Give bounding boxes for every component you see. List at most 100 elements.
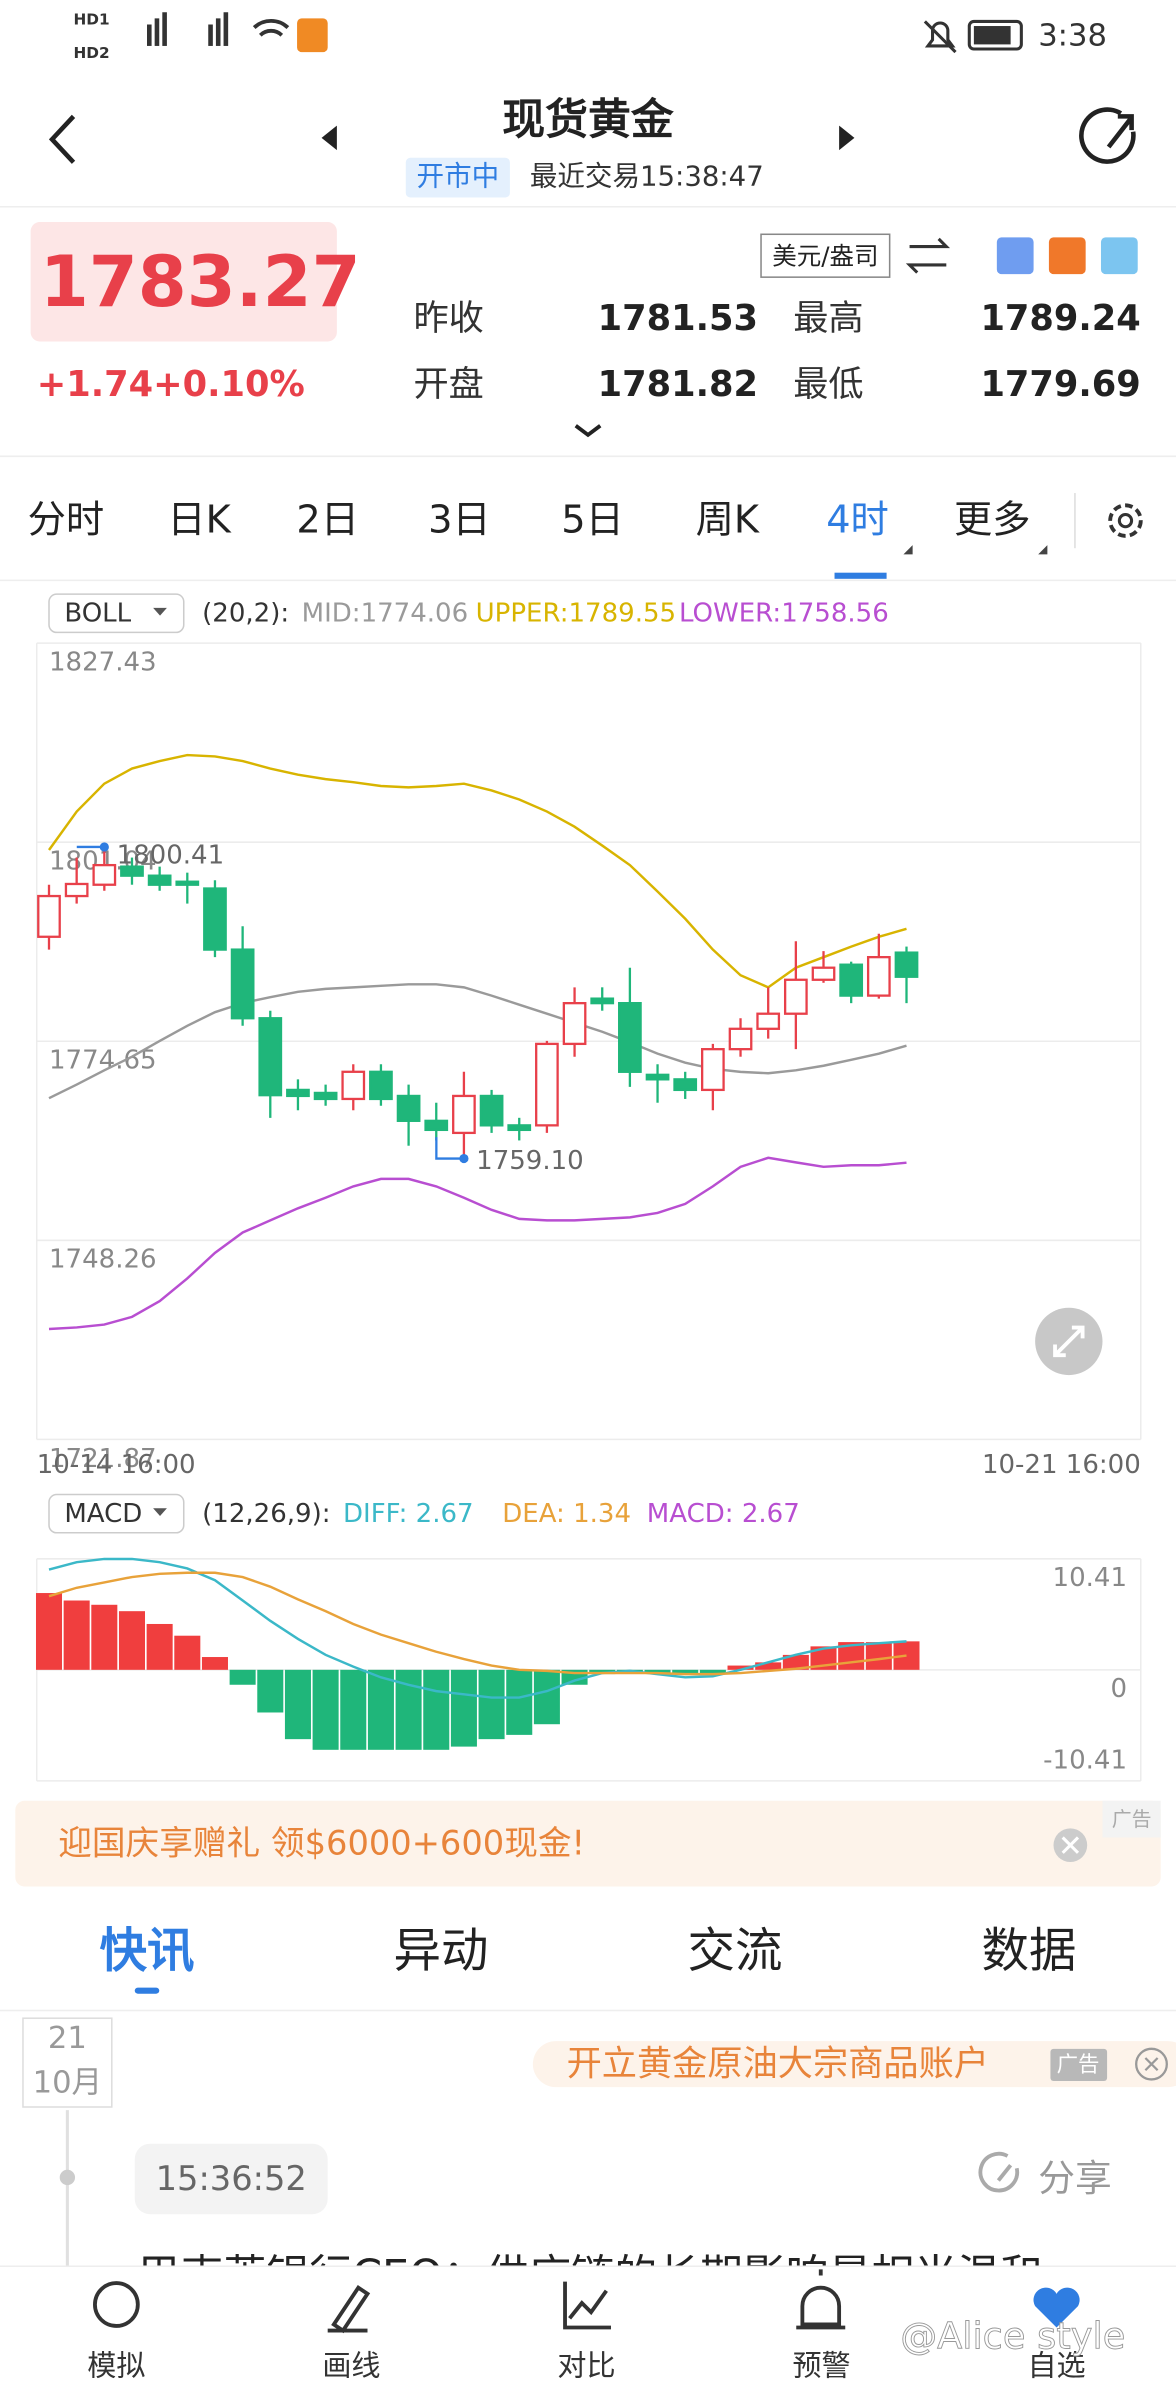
candle-body <box>203 887 227 951</box>
next-arrow[interactable] <box>839 125 855 151</box>
nav-label[interactable]: 自选 <box>1027 2348 1085 2382</box>
candle-body <box>562 1002 587 1046</box>
period-tab[interactable]: 分时 <box>28 498 105 543</box>
period-tab[interactable]: 2日 <box>296 498 359 543</box>
annotation: 1800.41 <box>117 841 225 871</box>
signal-icon <box>215 18 221 46</box>
news-day: 21 <box>48 2021 87 2056</box>
stat-value: 1781.82 <box>598 364 758 405</box>
signal-icon <box>147 24 152 46</box>
annotation-dot <box>99 842 109 852</box>
nav-icon <box>796 2269 846 2330</box>
annotation-leader <box>435 1137 464 1160</box>
prev-arrow[interactable] <box>321 125 337 151</box>
nav-icon <box>1033 2287 1080 2328</box>
tool-icon[interactable] <box>1100 237 1138 275</box>
refresh-button[interactable] <box>1079 107 1136 164</box>
period-tab[interactable]: 日K <box>167 498 231 543</box>
date-box <box>22 2017 113 2108</box>
back-button[interactable] <box>48 114 76 164</box>
wifi-icon <box>252 18 290 37</box>
fullscreen-button[interactable] <box>1035 1307 1103 1376</box>
period-tab[interactable]: 更多 <box>954 498 1031 543</box>
period-tab[interactable]: 4时 <box>826 498 889 543</box>
indicator-select[interactable] <box>48 593 185 634</box>
nav-label[interactable]: 预警 <box>792 2348 850 2382</box>
share-icon[interactable] <box>978 2151 1020 2193</box>
candle-body <box>756 1012 781 1030</box>
nav-label[interactable]: 对比 <box>557 2348 615 2382</box>
x-label: 10-21 16:00 <box>982 1450 1141 1480</box>
stat-label: 最高 <box>793 298 863 339</box>
candle-body <box>783 978 808 1015</box>
macd-bar <box>865 1642 892 1670</box>
indicator-params: (20,2): <box>202 599 289 629</box>
period-tab[interactable]: 周K <box>696 498 760 543</box>
tool-icon[interactable] <box>996 237 1034 275</box>
candle-body <box>341 1070 366 1101</box>
settings-icon <box>1117 512 1134 529</box>
swap-icon[interactable] <box>905 237 951 274</box>
candle-body <box>479 1094 504 1127</box>
period-tab[interactable]: 3日 <box>428 498 491 543</box>
change-pct: +0.10% <box>153 364 305 405</box>
legend-entry: UPPER:1789.55 <box>476 599 676 629</box>
candle-body <box>37 894 61 938</box>
stat-label: 最低 <box>793 364 863 405</box>
macd-bar <box>312 1669 339 1750</box>
news-tab[interactable]: 异动 <box>394 1924 489 1979</box>
tool-icon[interactable] <box>1048 237 1086 275</box>
share[interactable]: 分享 <box>1038 2157 1112 2200</box>
settings-button[interactable] <box>1108 503 1143 538</box>
stat-value: 1789.24 <box>980 298 1140 339</box>
candle-body <box>452 1094 476 1135</box>
indicator-line <box>48 1557 907 1699</box>
app-icon <box>297 18 328 53</box>
nav-label[interactable]: 模拟 <box>87 2348 145 2382</box>
nav-label[interactable]: 画线 <box>322 2348 380 2382</box>
macd-bar <box>423 1669 450 1750</box>
ad-banner[interactable] <box>15 1800 1161 1887</box>
indicator-line <box>48 753 907 989</box>
legend-entry: LOWER:1758.56 <box>679 599 889 629</box>
candle-body <box>507 1124 532 1132</box>
period-tabs: 分时 日K 2日 3日 5日 周K 4时 更多 <box>28 498 1048 579</box>
ad-tag-bg <box>1050 2048 1108 2081</box>
macd-bar <box>118 1611 145 1670</box>
macd-bar <box>727 1665 754 1670</box>
news-tab[interactable]: 交流 <box>688 1924 783 1979</box>
macd-bar <box>506 1669 533 1735</box>
candle-body <box>396 1094 421 1122</box>
period-tab[interactable]: 5日 <box>561 498 624 543</box>
macd-bar <box>533 1669 560 1725</box>
ad-close-icon <box>1061 1836 1080 1854</box>
indicator-name: MACD <box>64 1499 142 1529</box>
candle-body <box>728 1027 753 1051</box>
y-tick-label: 1721.87 <box>49 1444 157 1474</box>
ad-pill[interactable] <box>532 2041 1176 2088</box>
indicator-params: (12,26,9): <box>202 1499 330 1529</box>
price: 1783.27 <box>40 241 361 323</box>
news-tabs: 快讯 异动 交流 数据 <box>100 1924 1077 1979</box>
status-time: 3:38 <box>1038 18 1107 53</box>
page-title: 现货黄金 <box>502 95 674 145</box>
macd-bar <box>174 1635 201 1670</box>
candle-body <box>811 966 836 981</box>
signal-icon <box>208 24 213 46</box>
indicator-select[interactable] <box>48 1493 185 1534</box>
watermark: @Alice style <box>900 2315 1125 2358</box>
legend-entry: DEA: 1.34 <box>502 1499 631 1529</box>
unit-box[interactable] <box>760 233 891 278</box>
ad-close[interactable] <box>1135 2047 1168 2081</box>
stat-label: 昨收 <box>413 298 483 339</box>
status-pill <box>405 157 510 198</box>
x-label: 10-14 16:00 <box>37 1450 196 1480</box>
signal-icon <box>162 12 167 46</box>
expand-chevron[interactable] <box>574 424 602 438</box>
news-tab[interactable]: 快讯 <box>100 1924 195 1979</box>
candle-body <box>701 1048 725 1092</box>
candle-body <box>673 1078 698 1092</box>
unit: 美元/盎司 <box>772 241 878 270</box>
news-tab[interactable]: 数据 <box>982 1924 1077 1979</box>
